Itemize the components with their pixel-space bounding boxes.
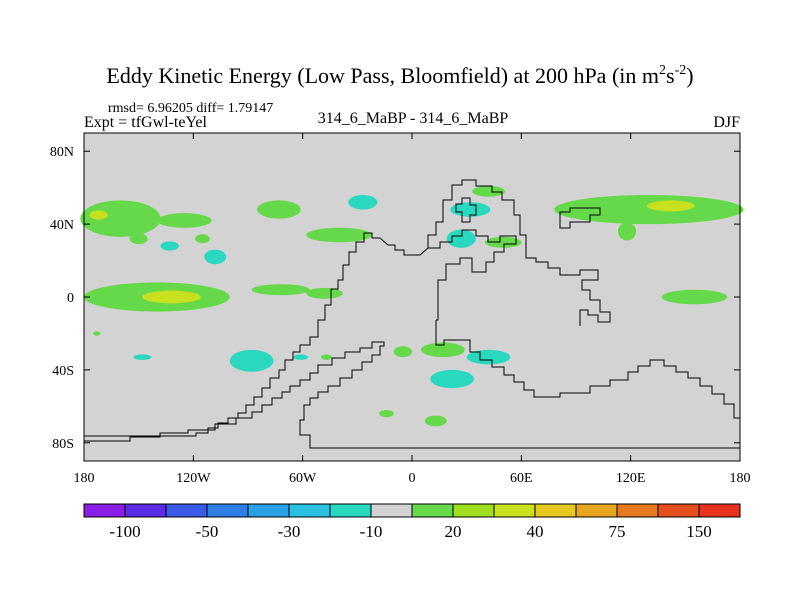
colorbar-box [698, 503, 741, 518]
colorbar-box [411, 503, 454, 518]
region-trop-pacific-e-2 [306, 287, 343, 299]
colorbar-box [534, 503, 577, 518]
y-tick-label: 0 [67, 291, 74, 306]
colorbar-label: -10 [360, 522, 383, 541]
x-tick-label: 180 [74, 471, 95, 486]
region-china-small [617, 222, 637, 241]
colorbar-label: 150 [686, 522, 712, 541]
season-label: DJF [713, 114, 740, 131]
title-close: ) [686, 63, 693, 88]
region-s-pacific-neg-2 [229, 349, 274, 372]
region-indian-ocean [661, 289, 728, 305]
colorbar-box [575, 503, 618, 518]
region-n-pacific-neg-2 [204, 249, 227, 265]
y-tick-label: 80N [50, 145, 74, 160]
colorbar-label: -50 [196, 522, 219, 541]
chart-title: Eddy Kinetic Energy (Low Pass, Bloomfiel… [106, 63, 693, 88]
colorbar-label: 75 [609, 522, 626, 541]
region-s-ocean-pos-2 [424, 415, 447, 427]
region-mediterranean-neg [446, 229, 476, 248]
colorbar-box [288, 503, 331, 518]
colorbar-box [124, 503, 167, 518]
region-asia-jet-core [647, 200, 695, 212]
stats-line: rmsd= 6.96205 diff= 1.79147 [108, 101, 273, 116]
colorbar-box [165, 503, 208, 518]
region-s-pacific-dot [93, 331, 101, 336]
colorbar-box [657, 503, 700, 518]
coastline-mediterranean [428, 229, 517, 321]
chart-subtitle: 314_6_MaBP - 314_6_MaBP [318, 110, 509, 127]
x-tick-label: 180 [730, 471, 751, 486]
region-s-pacific-neg-1 [133, 354, 152, 360]
colorbar-box [452, 503, 495, 518]
region-n-pacific-jet-mid [156, 213, 212, 228]
coastline-asia-north [559, 207, 601, 229]
colorbar: -100 -50 -30 -10 20 40 75 150 [83, 503, 741, 541]
region-n-pacific-jet-west [80, 200, 161, 237]
expt-label: Expt = tfGwl-teYel [84, 114, 208, 131]
colorbar-label: -30 [278, 522, 301, 541]
region-n-atlantic [306, 227, 372, 243]
x-tick-label: 60E [510, 471, 533, 486]
title-sup-2: -2 [675, 63, 687, 78]
region-s-africa-neg [466, 349, 511, 365]
region-trop-pacific-e [251, 284, 310, 296]
region-n-pacific-neg-1 [160, 241, 179, 251]
x-tick-label: 120E [616, 471, 646, 486]
y-tick-label: 80S [52, 437, 74, 452]
colorbar-label: -100 [109, 522, 140, 541]
region-s-atlantic-neg [430, 369, 474, 389]
region-n-america-west [257, 200, 301, 219]
region-s-america-pos [320, 354, 332, 360]
title-units-s: s [666, 63, 675, 88]
region-n-pacific-small-1 [129, 233, 148, 245]
colorbar-label: 20 [445, 522, 462, 541]
region-europe-north [472, 185, 505, 197]
y-tick-label: 40N [50, 218, 74, 233]
region-mediterranean-pos [484, 236, 522, 248]
anomaly-regions [80, 185, 744, 427]
colorbar-box [247, 503, 290, 518]
region-s-pacific-neg-3 [293, 354, 309, 360]
coastline-africa [435, 320, 740, 419]
region-n-pacific-small-2 [195, 234, 210, 244]
region-asia-jet [554, 194, 744, 225]
region-europe-neg [450, 202, 491, 217]
y-tick-label: 40S [52, 364, 74, 379]
region-s-ocean-pos-1 [379, 409, 394, 418]
x-tick-label: 0 [409, 471, 416, 486]
region-n-america-neg [348, 194, 378, 210]
coastlines [84, 179, 740, 449]
title-sup-1: 2 [659, 63, 666, 78]
x-tick-label: 120W [176, 471, 211, 486]
coastline-greenland [455, 197, 477, 223]
colorbar-box [83, 503, 126, 518]
region-n-pacific-jet-west-core [89, 210, 108, 220]
colorbar-box [493, 503, 536, 518]
region-s-atlantic-pos [393, 346, 412, 358]
map-panel: 180 120W 60W 0 60E 120E 180 80N 40N 0 40S 80S [50, 132, 751, 486]
axis-ticks: 180 120W 60W 0 60E 120E 180 80N 40N 0 40S 80S [50, 133, 751, 486]
colorbar-box [616, 503, 659, 518]
coastline-eurasia-africa [412, 179, 611, 326]
colorbar-label: 40 [527, 522, 544, 541]
region-trop-pacific-w-core [142, 290, 201, 304]
colorbar-box [329, 503, 372, 518]
colorbar-box [370, 503, 413, 518]
x-tick-label: 60W [289, 471, 317, 486]
coastline-south-america [84, 341, 740, 449]
region-s-atlantic-pos-2 [421, 342, 465, 358]
colorbar-box [206, 503, 249, 518]
